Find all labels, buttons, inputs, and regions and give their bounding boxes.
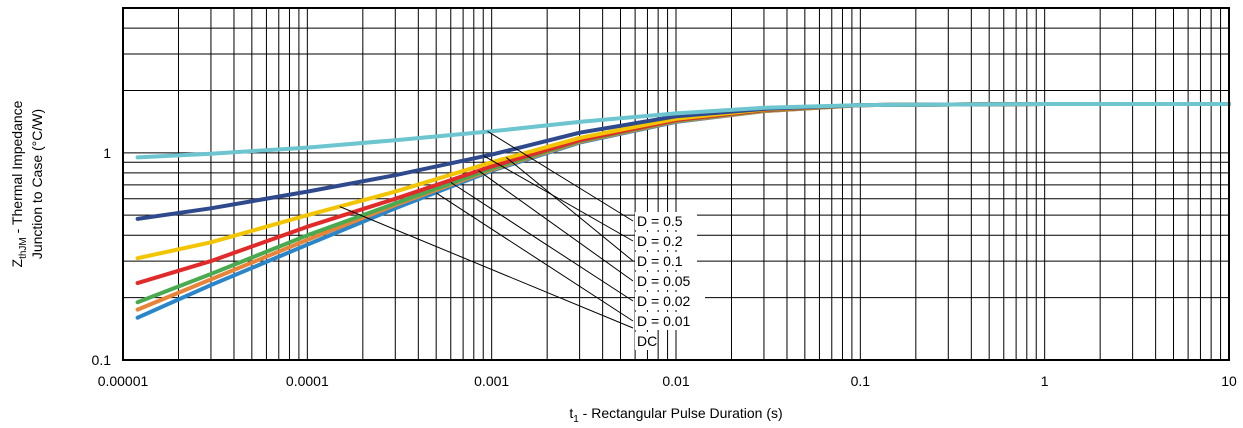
annotation-label-bg — [635, 252, 697, 270]
annotation-leader — [339, 206, 634, 329]
y-tick-label: 1 — [103, 145, 111, 161]
y-axis-label-line1: ZthJM - Thermal Impedance — [9, 100, 29, 267]
x-tick-label: 0.0001 — [286, 373, 329, 389]
x-tick-label: 0.01 — [662, 373, 689, 389]
annotation-label: D = 0.02 — [637, 293, 691, 309]
annotation-leader — [478, 170, 634, 282]
annotation-label: D = 0.01 — [637, 313, 691, 329]
annotation-labels: D = 0.5 D = 0.2 D = 0.1 D = 0.05 D = 0.02 D =… — [635, 212, 705, 350]
plot-frame — [122, 7, 1230, 361]
annotation-leader — [487, 130, 634, 222]
x-tick-label: 0.1 — [851, 373, 871, 389]
annotation-label-bg — [635, 232, 697, 250]
annotation-leader — [482, 155, 634, 242]
annotation-leader — [505, 157, 634, 262]
annotation-label: D = 0.1 — [637, 253, 683, 269]
y-axis-label: ZthJM - Thermal Impedance Junction to Ca… — [9, 100, 45, 267]
annotation-leader — [435, 192, 634, 322]
annotation-label: D = 0.05 — [637, 273, 691, 289]
x-tick-label: 0.00001 — [98, 373, 149, 389]
x-tick-label: 1 — [1041, 373, 1049, 389]
annotation-leader — [450, 181, 634, 302]
annotation-label: D = 0.5 — [637, 213, 683, 229]
annotation-label-bg — [635, 332, 657, 350]
x-tick-label: 0.001 — [474, 373, 509, 389]
x-axis-label: t1 - Rectangular Pulse Duration (s) — [569, 405, 782, 425]
annotation-label-bg — [635, 312, 705, 330]
x-tick-label: 10 — [1221, 373, 1237, 389]
annotation-label: D = 0.2 — [637, 233, 683, 249]
y-axis-label-line2: Junction to Case (°C/W) — [29, 109, 45, 259]
y-tick-label: 0.1 — [92, 352, 112, 368]
annotation-label-bg — [635, 212, 697, 230]
series-lines — [135, 102, 1231, 320]
annotation-label: DC — [637, 333, 657, 349]
y-tick-labels: 0.11 — [92, 145, 112, 368]
annotation-label-bg — [635, 272, 705, 290]
series-line-d-0-5 — [135, 102, 1231, 160]
annotation-label-bg — [635, 292, 705, 310]
annotation-leaders — [339, 130, 634, 329]
x-tick-labels: 0.00001 0.0001 0.001 0.01 0.1 1 10 — [98, 373, 1237, 389]
